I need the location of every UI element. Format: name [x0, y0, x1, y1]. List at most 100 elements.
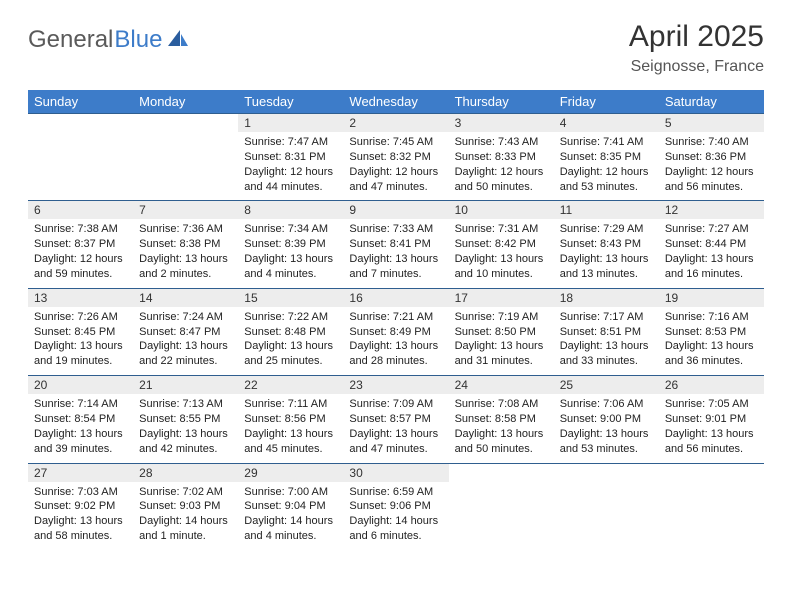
day-number-cell: 17 [449, 288, 554, 307]
sunset-text: Sunset: 8:54 PM [34, 412, 127, 427]
month-title: April 2025 [629, 20, 764, 54]
day-number-cell: 14 [133, 288, 238, 307]
day-content-cell: Sunrise: 7:17 AMSunset: 8:51 PMDaylight:… [554, 307, 659, 376]
day-number-cell: 9 [343, 201, 448, 220]
day-content-cell: Sunrise: 6:59 AMSunset: 9:06 PMDaylight:… [343, 482, 448, 550]
daylight-text: Daylight: 14 hours and 4 minutes. [244, 514, 337, 544]
sunrise-text: Sunrise: 7:40 AM [665, 135, 758, 150]
sunset-text: Sunset: 8:42 PM [455, 237, 548, 252]
day-number-cell: 28 [133, 463, 238, 482]
title-block: April 2025 Seignosse, France [629, 20, 764, 76]
sunrise-text: Sunrise: 7:29 AM [560, 222, 653, 237]
weekday-header-row: SundayMondayTuesdayWednesdayThursdayFrid… [28, 90, 764, 114]
day-number-cell: 3 [449, 114, 554, 133]
sunset-text: Sunset: 8:33 PM [455, 150, 548, 165]
day-content-cell: Sunrise: 7:27 AMSunset: 8:44 PMDaylight:… [659, 219, 764, 288]
daylight-text: Daylight: 13 hours and 25 minutes. [244, 339, 337, 369]
day-number-cell: 25 [554, 376, 659, 395]
sunrise-text: Sunrise: 7:14 AM [34, 397, 127, 412]
day-content-row: Sunrise: 7:38 AMSunset: 8:37 PMDaylight:… [28, 219, 764, 288]
sunrise-text: Sunrise: 7:38 AM [34, 222, 127, 237]
calendar-table: SundayMondayTuesdayWednesdayThursdayFrid… [28, 90, 764, 550]
day-number-cell: 13 [28, 288, 133, 307]
sunrise-text: Sunrise: 7:27 AM [665, 222, 758, 237]
day-number-cell [449, 463, 554, 482]
day-number-cell: 8 [238, 201, 343, 220]
daylight-text: Daylight: 13 hours and 33 minutes. [560, 339, 653, 369]
day-number-cell: 29 [238, 463, 343, 482]
day-content-cell: Sunrise: 7:33 AMSunset: 8:41 PMDaylight:… [343, 219, 448, 288]
day-number-cell: 6 [28, 201, 133, 220]
sunset-text: Sunset: 8:53 PM [665, 325, 758, 340]
day-number-cell: 10 [449, 201, 554, 220]
day-number-cell: 12 [659, 201, 764, 220]
sunrise-text: Sunrise: 7:09 AM [349, 397, 442, 412]
day-content-row: Sunrise: 7:47 AMSunset: 8:31 PM Daylight:… [28, 132, 764, 201]
day-content-cell: Sunrise: 7:36 AMSunset: 8:38 PMDaylight:… [133, 219, 238, 288]
day-number-cell: 27 [28, 463, 133, 482]
sunset-text: Sunset: 8:31 PM [244, 150, 337, 165]
sunrise-text: Sunrise: 7:47 AM [244, 135, 337, 150]
day-content-cell [133, 132, 238, 201]
calendar-page: General Blue April 2025 Seignosse, Franc… [0, 0, 792, 570]
day-content-cell: Sunrise: 7:29 AMSunset: 8:43 PMDaylight:… [554, 219, 659, 288]
sunrise-text: Sunrise: 7:08 AM [455, 397, 548, 412]
day-number-cell: 4 [554, 114, 659, 133]
daylight-text: Daylight: 14 hours and 1 minute. [139, 514, 232, 544]
day-content-row: Sunrise: 7:26 AMSunset: 8:45 PMDaylight:… [28, 307, 764, 376]
daylight-text: Daylight: 12 hours and 50 minutes. [455, 165, 548, 195]
sunset-text: Sunset: 8:36 PM [665, 150, 758, 165]
sunset-text: Sunset: 8:48 PM [244, 325, 337, 340]
daylight-text: Daylight: 13 hours and 7 minutes. [349, 252, 442, 282]
weekday-header: Wednesday [343, 90, 448, 114]
day-number-cell: 1 [238, 114, 343, 133]
sunset-text: Sunset: 9:03 PM [139, 499, 232, 514]
day-content-cell: Sunrise: 7:34 AMSunset: 8:39 PMDaylight:… [238, 219, 343, 288]
weekday-header: Sunday [28, 90, 133, 114]
weekday-header: Saturday [659, 90, 764, 114]
daylight-text: Daylight: 13 hours and 42 minutes. [139, 427, 232, 457]
day-content-cell: Sunrise: 7:47 AMSunset: 8:31 PMDaylight:… [238, 132, 343, 201]
daylight-text: Daylight: 13 hours and 56 minutes. [665, 427, 758, 457]
sunrise-text: Sunrise: 7:43 AM [455, 135, 548, 150]
day-content-cell: Sunrise: 7:41 AMSunset: 8:35 PMDaylight:… [554, 132, 659, 201]
sunset-text: Sunset: 9:00 PM [560, 412, 653, 427]
day-number-row: 27282930 [28, 463, 764, 482]
weekday-header: Tuesday [238, 90, 343, 114]
sunrise-text: Sunrise: 7:36 AM [139, 222, 232, 237]
daylight-text: Daylight: 12 hours and 47 minutes. [349, 165, 442, 195]
day-number-cell [554, 463, 659, 482]
sunrise-text: Sunrise: 7:00 AM [244, 485, 337, 500]
sunset-text: Sunset: 9:04 PM [244, 499, 337, 514]
day-content-cell: Sunrise: 7:09 AMSunset: 8:57 PMDaylight:… [343, 394, 448, 463]
location-label: Seignosse, France [629, 58, 764, 76]
sunset-text: Sunset: 8:55 PM [139, 412, 232, 427]
day-content-cell: Sunrise: 7:22 AMSunset: 8:48 PMDaylight:… [238, 307, 343, 376]
sunrise-text: Sunrise: 7:22 AM [244, 310, 337, 325]
page-header: General Blue April 2025 Seignosse, Franc… [28, 20, 764, 76]
day-number-cell [133, 114, 238, 133]
day-content-cell: Sunrise: 7:06 AMSunset: 9:00 PMDaylight:… [554, 394, 659, 463]
logo-text-blue: Blue [114, 26, 162, 54]
day-content-row: Sunrise: 7:03 AMSunset: 9:02 PMDaylight:… [28, 482, 764, 550]
day-number-cell: 26 [659, 376, 764, 395]
sunset-text: Sunset: 8:47 PM [139, 325, 232, 340]
logo-sail-icon [166, 28, 192, 53]
day-content-cell: Sunrise: 7:43 AMSunset: 8:33 PMDaylight:… [449, 132, 554, 201]
sunrise-text: Sunrise: 6:59 AM [349, 485, 442, 500]
sunset-text: Sunset: 8:57 PM [349, 412, 442, 427]
sunset-text: Sunset: 8:56 PM [244, 412, 337, 427]
daylight-text: Daylight: 13 hours and 19 minutes. [34, 339, 127, 369]
day-number-cell: 11 [554, 201, 659, 220]
day-content-cell: Sunrise: 7:02 AMSunset: 9:03 PMDaylight:… [133, 482, 238, 550]
sunset-text: Sunset: 8:43 PM [560, 237, 653, 252]
day-content-cell [28, 132, 133, 201]
sunset-text: Sunset: 9:01 PM [665, 412, 758, 427]
day-number-cell: 30 [343, 463, 448, 482]
day-number-cell [659, 463, 764, 482]
sunrise-text: Sunrise: 7:24 AM [139, 310, 232, 325]
sunrise-text: Sunrise: 7:19 AM [455, 310, 548, 325]
day-content-cell: Sunrise: 7:40 AMSunset: 8:36 PMDaylight:… [659, 132, 764, 201]
sunrise-text: Sunrise: 7:13 AM [139, 397, 232, 412]
day-content-cell: Sunrise: 7:38 AMSunset: 8:37 PMDaylight:… [28, 219, 133, 288]
